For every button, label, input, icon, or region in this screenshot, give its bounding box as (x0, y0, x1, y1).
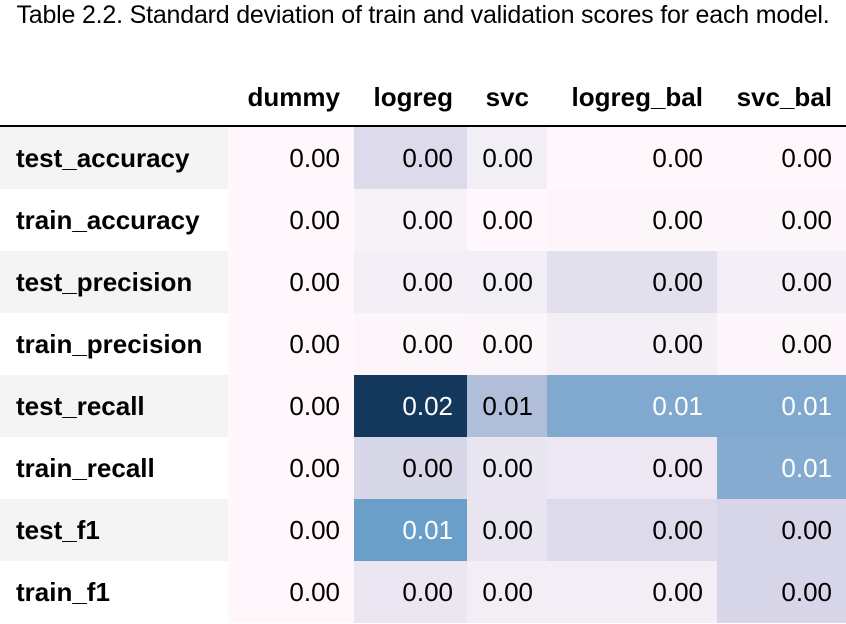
cell-svc: 0.00 (467, 561, 547, 623)
cell-logreg-bal: 0.00 (547, 251, 717, 313)
cell-svc: 0.00 (467, 251, 547, 313)
row-label: test_f1 (0, 499, 228, 561)
table-row: train_accuracy 0.00 0.00 0.00 0.00 0.00 (0, 189, 846, 251)
table-row: test_f1 0.00 0.01 0.00 0.00 0.00 (0, 499, 846, 561)
cell-dummy: 0.00 (228, 251, 354, 313)
row-label: test_recall (0, 375, 228, 437)
cell-logreg-bal: 0.00 (547, 561, 717, 623)
cell-svc-bal: 0.00 (717, 313, 846, 375)
cell-dummy: 0.00 (228, 499, 354, 561)
cell-logreg: 0.00 (354, 561, 467, 623)
cell-logreg-bal: 0.01 (547, 375, 717, 437)
row-label: test_precision (0, 251, 228, 313)
cell-logreg: 0.00 (354, 251, 467, 313)
table-caption: Table 2.2. Standard deviation of train a… (16, 1, 830, 29)
cell-logreg: 0.02 (354, 375, 467, 437)
cell-svc-bal: 0.01 (717, 375, 846, 437)
column-header-svc-bal: svc_bal (736, 82, 832, 112)
cell-dummy: 0.00 (228, 313, 354, 375)
column-header-logreg: logreg (373, 82, 453, 112)
table-row: test_accuracy 0.00 0.00 0.00 0.00 0.00 (0, 127, 846, 189)
cell-dummy: 0.00 (228, 437, 354, 499)
cell-svc: 0.00 (467, 189, 547, 251)
cell-svc-bal: 0.00 (717, 499, 846, 561)
table-row: train_precision 0.00 0.00 0.00 0.00 0.00 (0, 313, 846, 375)
table-row: test_precision 0.00 0.00 0.00 0.00 0.00 (0, 251, 846, 313)
table-row: train_f1 0.00 0.00 0.00 0.00 0.00 (0, 561, 846, 623)
row-label: test_accuracy (0, 127, 228, 189)
cell-logreg: 0.01 (354, 499, 467, 561)
cell-logreg: 0.00 (354, 189, 467, 251)
row-label: train_f1 (16, 577, 110, 607)
cell-svc-bal: 0.00 (717, 251, 846, 313)
column-header-dummy: dummy (247, 82, 340, 112)
column-header-row: dummy logreg svc logreg_bal svc_bal (0, 78, 846, 116)
cell-svc-bal: 0.00 (717, 189, 846, 251)
column-header-svc: svc (485, 82, 529, 112)
cell-dummy: 0.00 (228, 375, 354, 437)
cell-logreg: 0.00 (354, 127, 467, 189)
cell-logreg-bal: 0.00 (547, 189, 717, 251)
cell-logreg: 0.00 (354, 313, 467, 375)
cell-logreg-bal: 0.00 (547, 437, 717, 499)
cell-svc: 0.00 (467, 499, 547, 561)
cell-svc-bal: 0.00 (717, 561, 846, 623)
column-header-logreg-bal: logreg_bal (571, 82, 703, 112)
cell-logreg-bal: 0.00 (547, 127, 717, 189)
cell-svc-bal: 0.00 (717, 127, 846, 189)
table-row: test_recall 0.00 0.02 0.01 0.01 0.01 (0, 375, 846, 437)
table-row: train_recall 0.00 0.00 0.00 0.00 0.01 (0, 437, 846, 499)
cell-logreg: 0.00 (354, 437, 467, 499)
cell-svc: 0.01 (467, 375, 547, 437)
cell-dummy: 0.00 (228, 127, 354, 189)
cell-dummy: 0.00 (228, 561, 354, 623)
cell-logreg-bal: 0.00 (547, 499, 717, 561)
header-rule (0, 125, 846, 127)
table-body: test_accuracy 0.00 0.00 0.00 0.00 0.00 t… (0, 127, 846, 623)
cell-svc: 0.00 (467, 127, 547, 189)
row-label: train_recall (16, 453, 155, 483)
row-label: train_accuracy (16, 205, 200, 235)
cell-svc: 0.00 (467, 313, 547, 375)
cell-logreg-bal: 0.00 (547, 313, 717, 375)
row-label: train_precision (16, 329, 203, 359)
cell-svc-bal: 0.01 (717, 437, 846, 499)
cell-svc: 0.00 (467, 437, 547, 499)
cell-dummy: 0.00 (228, 189, 354, 251)
